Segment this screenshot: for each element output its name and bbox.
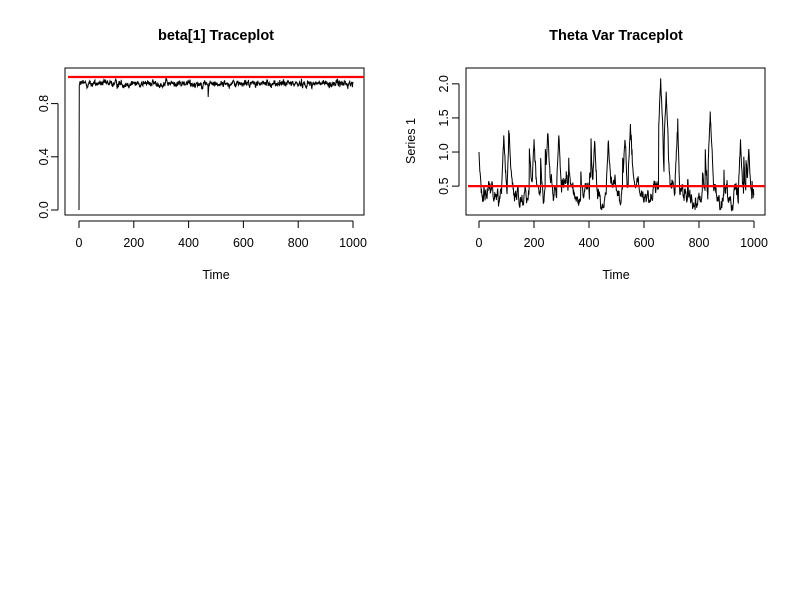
series-trace xyxy=(78,76,354,211)
x-tick-label: 400 xyxy=(178,236,199,250)
x-tick-label: 1000 xyxy=(339,236,367,250)
x-tick-label: 200 xyxy=(524,236,545,250)
axes: 0 200 400 600 800 1000 0.0 0.4 0.8 xyxy=(37,95,367,250)
series-trace xyxy=(478,78,755,212)
y-tick-label: 0.8 xyxy=(37,95,51,112)
chart-title: beta[1] Traceplot xyxy=(158,28,274,44)
x-axis-label: Time xyxy=(202,268,229,282)
plot-box xyxy=(465,67,766,216)
x-tick-label: 800 xyxy=(689,236,710,250)
y-tick-label: 0.5 xyxy=(437,177,451,194)
x-tick-label: 600 xyxy=(634,236,655,250)
x-tick-label: 800 xyxy=(288,236,309,250)
axes: 0 200 400 600 800 1000 0.5 1.0 1.5 2.0 xyxy=(437,75,768,250)
x-tick-label: 0 xyxy=(476,236,483,250)
x-axis-label: Time xyxy=(602,268,629,282)
trace-line xyxy=(478,78,755,212)
x-tick-label: 0 xyxy=(76,236,83,250)
y-tick-label: 2.0 xyxy=(437,75,451,92)
y-tick-label: 1.5 xyxy=(437,109,451,126)
y-tick-label: 1.0 xyxy=(437,143,451,160)
chart-title: Theta Var Traceplot xyxy=(549,28,683,44)
x-tick-label: 400 xyxy=(579,236,600,250)
y-tick-label: 0.4 xyxy=(37,148,51,165)
y-tick-label: 0.0 xyxy=(37,201,51,218)
panel-beta1: beta[1] Traceplot 0 200 400 600 800 1000 0.0 0.… xyxy=(37,28,367,282)
x-tick-label: 200 xyxy=(123,236,144,250)
panel-theta-var: Theta Var Traceplot 0 200 400 600 800 1000 0.5… xyxy=(404,28,768,282)
trace-line xyxy=(78,76,354,211)
x-tick-label: 1000 xyxy=(740,236,768,250)
y-axis-label: Series 1 xyxy=(404,118,418,164)
x-tick-label: 600 xyxy=(233,236,254,250)
plot-box xyxy=(64,67,365,216)
